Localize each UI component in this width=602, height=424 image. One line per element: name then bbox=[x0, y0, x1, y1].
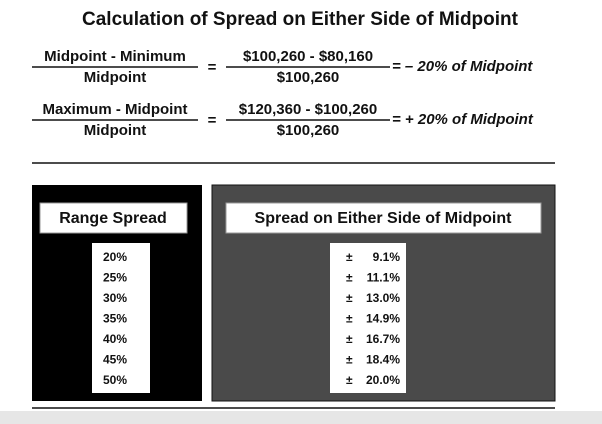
plus-minus: ± bbox=[346, 271, 353, 285]
rows: 20% ±9.1% 25% ±11.1% 30% ±13.0% 35% ±14.9% 40% ±1… bbox=[103, 250, 400, 387]
equations: Midpoint - Minimum Midpoint = $100,260 - $8… bbox=[32, 48, 534, 139]
bottom-strip bbox=[0, 411, 602, 424]
left-header-box bbox=[39, 202, 188, 234]
spread-value: 13.0% bbox=[366, 291, 400, 305]
result: = – 20% of Midpoint bbox=[392, 58, 533, 75]
spread-value: 16.7% bbox=[366, 332, 400, 346]
spread-value: 14.9% bbox=[366, 312, 400, 326]
denominator: Midpoint bbox=[84, 69, 146, 86]
numerator: Midpoint - Minimum bbox=[44, 48, 186, 65]
range-spread: 30% bbox=[103, 291, 127, 305]
range-spread: 20% bbox=[103, 250, 127, 264]
right-header: Spread on Either Side of Midpoint bbox=[255, 210, 513, 227]
value-numerator: $100,260 - $80,160 bbox=[243, 48, 373, 65]
right-values-box bbox=[330, 243, 406, 393]
spread-value: 9.1% bbox=[373, 250, 401, 264]
plus-minus: ± bbox=[346, 250, 353, 264]
spread-value: 20.0% bbox=[366, 373, 400, 387]
spread-value: 11.1% bbox=[367, 271, 401, 285]
value-numerator: $120,360 - $100,260 bbox=[239, 101, 377, 118]
spread-value: 18.4% bbox=[366, 353, 400, 367]
plus-minus: ± bbox=[346, 291, 353, 305]
value-denominator: $100,260 bbox=[277, 122, 340, 139]
equals: = bbox=[208, 59, 217, 76]
plus-minus: ± bbox=[346, 312, 353, 326]
left-header: Range Spread bbox=[59, 210, 167, 227]
plus-minus: ± bbox=[346, 332, 353, 346]
value-denominator: $100,260 bbox=[277, 69, 340, 86]
title: Calculation of Spread on Either Side of … bbox=[82, 9, 519, 30]
result: = + 20% of Midpoint bbox=[392, 111, 534, 128]
range-spread: 50% bbox=[103, 373, 127, 387]
range-spread: 45% bbox=[103, 353, 127, 367]
range-spread: 35% bbox=[103, 312, 127, 326]
right-header-box bbox=[225, 202, 542, 234]
plus-minus: ± bbox=[346, 373, 353, 387]
equals: = bbox=[208, 112, 217, 129]
range-spread: 40% bbox=[103, 332, 127, 346]
denominator: Midpoint bbox=[84, 122, 146, 139]
left-values-box bbox=[92, 243, 150, 393]
range-spread: 25% bbox=[103, 271, 127, 285]
numerator: Maximum - Midpoint bbox=[43, 101, 188, 118]
plus-minus: ± bbox=[346, 353, 353, 367]
